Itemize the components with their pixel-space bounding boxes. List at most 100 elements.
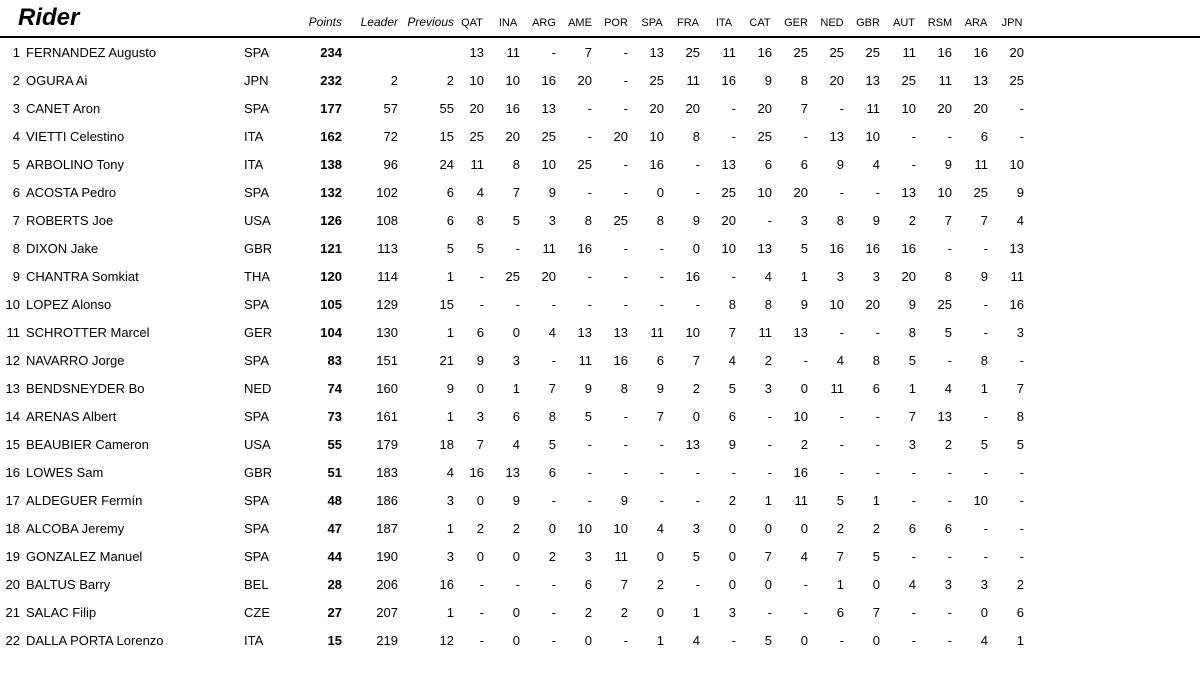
cell-race-result: - bbox=[778, 577, 814, 592]
cell-nationality: SPA bbox=[244, 521, 288, 536]
cell-race-result: 2 bbox=[886, 213, 922, 228]
cell-race-result: - bbox=[994, 465, 1030, 480]
cell-gap-previous: 1 bbox=[398, 409, 454, 424]
cell-nationality: ITA bbox=[244, 157, 288, 172]
cell-points: 138 bbox=[288, 157, 342, 172]
cell-race-result: 0 bbox=[490, 549, 526, 564]
cell-gap-previous: 1 bbox=[398, 325, 454, 340]
cell-race-result: - bbox=[742, 437, 778, 452]
cell-race-result: - bbox=[490, 297, 526, 312]
cell-gap-previous: 6 bbox=[398, 213, 454, 228]
cell-race-result: 3 bbox=[454, 409, 490, 424]
cell-race-result: 7 bbox=[526, 381, 562, 396]
cell-race-result: 20 bbox=[742, 101, 778, 116]
cell-points: 44 bbox=[288, 549, 342, 564]
cell-race-result: - bbox=[670, 493, 706, 508]
cell-race-result: 16 bbox=[598, 353, 634, 368]
cell-race-result: 1 bbox=[670, 605, 706, 620]
table-header-row: Rider Points Leader Previous QATINAARGAM… bbox=[0, 0, 1200, 38]
cell-nationality: SPA bbox=[244, 297, 288, 312]
cell-race-result: 2 bbox=[994, 577, 1030, 592]
cell-gap-leader: 186 bbox=[342, 493, 398, 508]
cell-gap-leader: 190 bbox=[342, 549, 398, 564]
cell-race-result: - bbox=[958, 549, 994, 564]
cell-nationality: USA bbox=[244, 213, 288, 228]
cell-race-result: 5 bbox=[490, 213, 526, 228]
cell-race-result: 3 bbox=[922, 577, 958, 592]
cell-race-result: 11 bbox=[706, 45, 742, 60]
table-body: 1FERNANDEZ AugustoSPA2341311-7-132511162… bbox=[0, 38, 1200, 654]
cell-race-result: 0 bbox=[454, 549, 490, 564]
cell-race-result: 4 bbox=[778, 549, 814, 564]
cell-nationality: GER bbox=[244, 325, 288, 340]
cell-race-result: - bbox=[454, 633, 490, 648]
cell-race-result: 4 bbox=[814, 353, 850, 368]
cell-race-result: - bbox=[922, 353, 958, 368]
cell-race-result: - bbox=[670, 465, 706, 480]
cell-rider-name: CHANTRA Somkiat bbox=[24, 269, 244, 284]
cell-race-result: - bbox=[886, 157, 922, 172]
cell-race-result: 2 bbox=[490, 521, 526, 536]
cell-race-result: 16 bbox=[922, 45, 958, 60]
cell-race-result: 1 bbox=[814, 577, 850, 592]
cell-race-result: 13 bbox=[634, 45, 670, 60]
cell-race-result: 0 bbox=[670, 241, 706, 256]
cell-race-result: - bbox=[490, 577, 526, 592]
standings-table: Rider Points Leader Previous QATINAARGAM… bbox=[0, 0, 1200, 654]
cell-race-result: 0 bbox=[706, 549, 742, 564]
cell-gap-previous: 18 bbox=[398, 437, 454, 452]
cell-gap-previous: 1 bbox=[398, 269, 454, 284]
cell-position: 9 bbox=[0, 269, 24, 284]
cell-race-result: 13 bbox=[886, 185, 922, 200]
header-race: NED bbox=[814, 17, 850, 32]
cell-race-result: - bbox=[922, 465, 958, 480]
cell-position: 14 bbox=[0, 409, 24, 424]
cell-race-result: - bbox=[886, 465, 922, 480]
cell-race-result: - bbox=[598, 157, 634, 172]
cell-race-result: - bbox=[958, 241, 994, 256]
cell-gap-previous: 3 bbox=[398, 549, 454, 564]
cell-race-result: 0 bbox=[490, 325, 526, 340]
cell-points: 232 bbox=[288, 73, 342, 88]
cell-race-result: - bbox=[814, 101, 850, 116]
cell-race-result: 8 bbox=[814, 213, 850, 228]
cell-gap-leader: 179 bbox=[342, 437, 398, 452]
cell-race-result: 4 bbox=[706, 353, 742, 368]
cell-nationality: SPA bbox=[244, 45, 288, 60]
cell-race-result: - bbox=[922, 605, 958, 620]
cell-position: 12 bbox=[0, 353, 24, 368]
cell-gap-previous: 15 bbox=[398, 297, 454, 312]
cell-race-result: - bbox=[994, 493, 1030, 508]
cell-rider-name: SALAC Filip bbox=[24, 605, 244, 620]
cell-race-result: - bbox=[598, 101, 634, 116]
cell-race-result: 5 bbox=[562, 409, 598, 424]
cell-race-result: 16 bbox=[850, 241, 886, 256]
cell-race-result: 9 bbox=[634, 381, 670, 396]
cell-gap-leader: 72 bbox=[342, 129, 398, 144]
cell-race-result: 25 bbox=[742, 129, 778, 144]
cell-race-result: 13 bbox=[994, 241, 1030, 256]
cell-race-result: - bbox=[634, 493, 670, 508]
cell-gap-previous: 16 bbox=[398, 577, 454, 592]
cell-race-result: - bbox=[598, 633, 634, 648]
cell-position: 15 bbox=[0, 437, 24, 452]
cell-race-result: 3 bbox=[850, 269, 886, 284]
cell-race-result: - bbox=[994, 549, 1030, 564]
cell-position: 13 bbox=[0, 381, 24, 396]
cell-race-result: 20 bbox=[526, 269, 562, 284]
cell-race-result: - bbox=[598, 409, 634, 424]
cell-gap-previous: 6 bbox=[398, 185, 454, 200]
cell-race-result: 4 bbox=[454, 185, 490, 200]
cell-race-result: 11 bbox=[994, 269, 1030, 284]
cell-race-result: 25 bbox=[778, 45, 814, 60]
cell-nationality: THA bbox=[244, 269, 288, 284]
cell-rider-name: CANET Aron bbox=[24, 101, 244, 116]
cell-race-result: 20 bbox=[634, 101, 670, 116]
table-row: 2OGURA AiJPN2322210101620-25111698201325… bbox=[0, 66, 1200, 94]
cell-race-result: 5 bbox=[742, 633, 778, 648]
cell-race-result: 10 bbox=[850, 129, 886, 144]
cell-race-result: 0 bbox=[706, 577, 742, 592]
table-row: 1FERNANDEZ AugustoSPA2341311-7-132511162… bbox=[0, 38, 1200, 66]
cell-race-result: 11 bbox=[526, 241, 562, 256]
cell-race-result: 1 bbox=[994, 633, 1030, 648]
